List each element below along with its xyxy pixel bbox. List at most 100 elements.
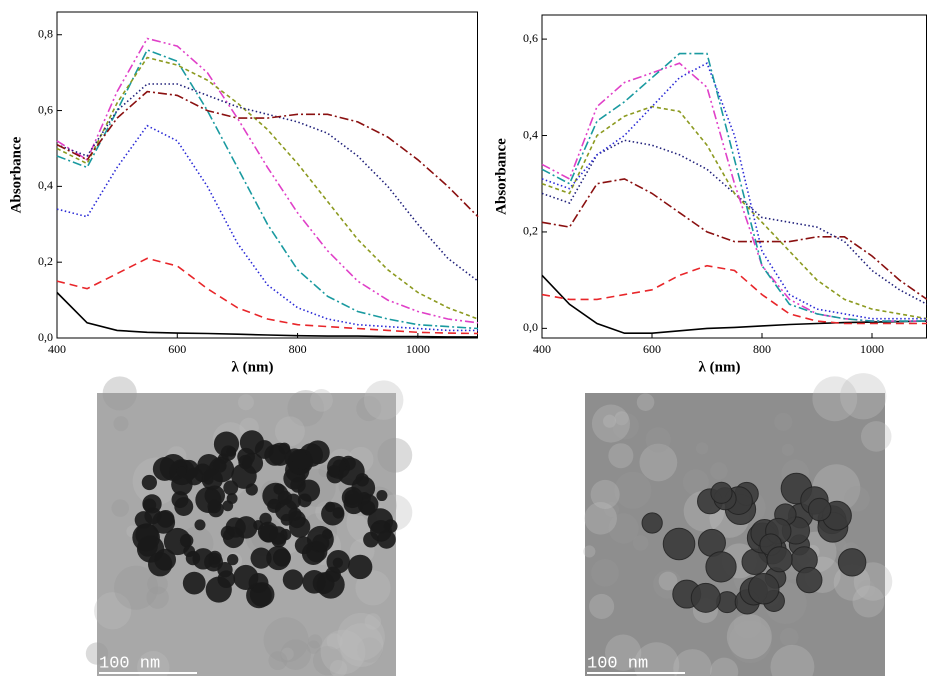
particle <box>264 444 286 466</box>
texture <box>102 376 137 411</box>
particle <box>305 440 330 465</box>
texture <box>326 633 343 650</box>
texture <box>237 394 254 411</box>
series-line <box>541 139 927 306</box>
texture <box>639 443 678 482</box>
texture <box>591 404 630 443</box>
particle <box>277 490 293 505</box>
particle <box>148 552 173 577</box>
series-line <box>541 264 927 325</box>
texture <box>287 389 325 427</box>
texture <box>604 502 620 518</box>
particle <box>225 517 246 538</box>
particle <box>355 473 369 487</box>
particle <box>347 554 373 580</box>
texture <box>603 414 617 428</box>
texture <box>274 416 305 447</box>
texture <box>591 558 619 587</box>
texture <box>356 395 382 422</box>
series-line <box>541 105 927 320</box>
texture <box>584 502 617 535</box>
particle <box>377 530 396 549</box>
series-line <box>56 90 479 218</box>
texture <box>857 579 876 598</box>
particle <box>341 486 363 509</box>
texture <box>645 427 671 453</box>
x-tick-label: 1000 <box>860 342 884 356</box>
texture <box>834 539 847 552</box>
x-tick-label: 800 <box>753 342 771 356</box>
texture <box>695 442 709 455</box>
x-tick-label: 800 <box>289 342 307 356</box>
x-axis-title: λ (nm) <box>232 359 274 375</box>
texture <box>114 565 159 610</box>
texture <box>281 647 294 661</box>
texture <box>310 388 333 412</box>
texture <box>673 649 712 676</box>
texture <box>733 610 762 639</box>
texture <box>320 629 366 675</box>
particle <box>662 527 696 561</box>
particle <box>710 481 733 504</box>
particle <box>227 553 239 566</box>
texture <box>263 617 309 663</box>
particle <box>201 468 223 491</box>
particle <box>705 551 737 583</box>
texture <box>355 570 391 606</box>
series-line <box>56 291 478 338</box>
texture <box>583 545 596 558</box>
particle <box>272 548 291 567</box>
y-tick-label: 0,2 <box>523 224 538 238</box>
particle <box>766 546 793 573</box>
particle <box>141 474 157 491</box>
texture <box>329 660 348 676</box>
texture <box>268 651 288 671</box>
texture <box>113 416 129 432</box>
texture <box>774 412 793 431</box>
y-tick-label: 0,6 <box>38 102 53 116</box>
y-tick-label: 0,6 <box>523 31 538 45</box>
series-line <box>56 48 479 330</box>
y-tick-label: 0,4 <box>523 127 538 141</box>
particle <box>226 493 238 505</box>
texture <box>682 469 709 496</box>
x-tick-label: 600 <box>643 342 661 356</box>
particle <box>217 570 236 589</box>
texture <box>770 644 815 676</box>
texture <box>137 650 170 676</box>
texture <box>636 393 655 411</box>
scale-label: 100 nm <box>99 654 160 673</box>
scale-label: 100 nm <box>587 654 648 673</box>
particle <box>212 458 227 473</box>
tem-image: 100 nm <box>583 373 893 676</box>
texture <box>146 586 169 609</box>
series-line <box>56 83 479 282</box>
texture <box>85 642 109 665</box>
series-line <box>541 274 927 334</box>
texture <box>844 486 870 512</box>
texture <box>364 613 382 630</box>
texture <box>779 627 799 647</box>
y-tick-label: 0,2 <box>38 254 53 268</box>
particle <box>289 516 311 538</box>
y-tick-label: 0,8 <box>38 26 53 40</box>
particle <box>290 477 306 493</box>
particle <box>321 502 345 526</box>
texture <box>853 562 893 601</box>
texture <box>339 623 384 667</box>
tem-image: 100 nm <box>85 376 413 676</box>
particle <box>194 519 206 531</box>
texture <box>377 437 413 473</box>
series-line <box>541 178 927 301</box>
y-axis-title: Absorbance <box>8 136 24 213</box>
y-tick-label: 0,4 <box>38 178 53 192</box>
texture <box>614 471 652 509</box>
particle <box>183 545 196 558</box>
particle <box>807 497 832 522</box>
particle <box>316 570 345 599</box>
series-line <box>541 62 927 320</box>
series-line <box>56 124 478 332</box>
texture <box>608 513 639 544</box>
